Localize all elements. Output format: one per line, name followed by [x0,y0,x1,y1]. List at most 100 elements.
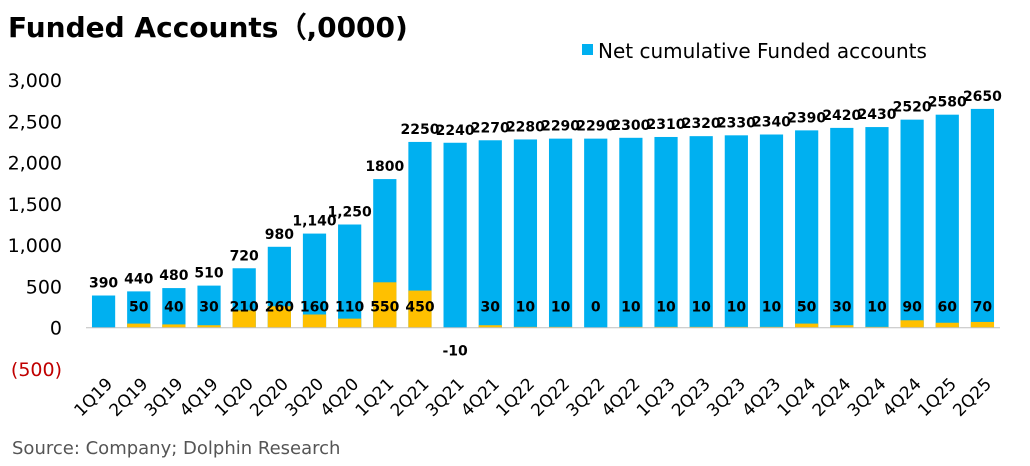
x-tick-label: 3Q22 [563,374,610,421]
data-label-net-add: 30 [199,300,219,316]
bar-cumulative [689,136,713,328]
data-label-cumulative: 2240 [436,123,475,139]
bar-net-add [830,325,854,328]
data-label-net-add: 550 [370,300,399,316]
x-tick-label: 1Q20 [211,374,258,421]
x-tick-label: 1Q22 [492,374,539,421]
bar-net-add [795,323,819,328]
data-label-net-add: 30 [832,300,852,316]
data-label-cumulative: 440 [124,271,153,287]
bar-cumulative [338,224,362,328]
data-label-net-add: 160 [300,300,329,316]
bar-cumulative [548,138,573,328]
labels-net-add: 50 40 30 210 260 160 110 550 450 -10 30 10 10 0 10 10 10… [129,300,992,360]
bar-net-add [302,314,327,328]
data-label-cumulative: 2420 [822,108,861,124]
data-label-cumulative: 1,250 [328,205,373,221]
y-tick-label: 1,000 [8,235,62,257]
bar-cumulative [197,285,221,328]
x-tick-label: 1Q25 [914,374,961,421]
x-tick-label: 2Q23 [668,374,715,421]
y-axis: 3,000 2,500 2,000 1,500 1,000 500 0 (500) [8,70,62,381]
x-tick-label: 3Q20 [281,374,328,421]
x-tick-label: 2Q21 [387,374,434,421]
bar-cumulative [865,127,889,328]
bar-cumulative [830,127,854,328]
x-axis: 1Q192Q193Q194Q191Q202Q203Q204Q201Q212Q21… [71,327,1000,421]
bar-cumulative [408,141,432,328]
x-tick-label: 4Q19 [176,374,223,421]
data-label-cumulative: 2580 [928,95,967,111]
bar-cumulative [970,108,995,328]
x-tick-label: 3Q21 [422,374,469,421]
data-label-cumulative: 720 [230,248,259,264]
data-label-net-add: 10 [867,300,887,316]
data-label-cumulative: 2650 [963,89,1002,105]
bars-cumulative [91,108,995,328]
data-label-cumulative: 2320 [682,116,721,132]
data-label-net-add: 10 [516,300,536,316]
legend: Net cumulative Funded accounts [582,39,927,63]
data-label-cumulative: 2290 [576,119,615,135]
data-label-net-add: 260 [265,300,294,316]
bar-cumulative [619,137,643,328]
data-label-cumulative: 2340 [752,114,791,130]
x-tick-label: 2Q25 [949,374,996,421]
data-label-cumulative: 2310 [647,117,686,133]
data-label-net-add: 10 [762,300,782,316]
data-label-cumulative: 2520 [893,100,932,116]
data-label-cumulative: 2280 [506,119,545,135]
data-label-net-add: 90 [902,300,922,316]
data-label-cumulative: 510 [194,266,223,282]
data-label-cumulative: 480 [159,268,188,284]
bar-net-add [162,324,186,328]
bar-cumulative [935,114,959,328]
x-tick-label: 4Q24 [879,374,926,421]
bar-cumulative [584,138,608,328]
x-tick-label: 4Q23 [738,374,785,421]
y-tick-label: 1,500 [8,194,62,216]
y-tick-label: 2,500 [8,111,62,133]
data-label-net-add: 10 [656,300,676,316]
bar-net-add [935,322,959,328]
x-tick-label: 3Q19 [141,374,188,421]
x-tick-label: 4Q21 [457,374,504,421]
x-tick-label: 2Q19 [106,374,153,421]
data-label-net-add: 0 [591,300,601,316]
data-label-net-add: 40 [164,300,184,316]
data-label-cumulative: 2330 [717,115,756,131]
bar-net-add [373,282,397,328]
data-label-net-add: 110 [335,300,364,316]
bar-net-add [970,321,995,328]
x-tick-label: 2Q22 [528,374,575,421]
bar-net-add [232,310,256,328]
bar-net-add [408,290,432,328]
bar-cumulative [443,142,467,328]
data-label-net-add: 10 [621,300,641,316]
data-label-net-add: 60 [938,300,958,316]
data-label-net-add: 210 [230,300,259,316]
data-label-cumulative: 2270 [471,120,510,136]
data-label-net-add: 10 [551,300,571,316]
x-tick-label: 1Q21 [352,374,399,421]
data-label-net-add: 10 [727,300,747,316]
data-label-net-add: 10 [691,300,711,316]
data-label-cumulative: 2250 [400,122,439,138]
x-tick-label: 1Q24 [774,374,821,421]
bar-cumulative [795,130,819,328]
y-tick-label: 500 [26,276,62,298]
bar-cumulative [91,295,116,328]
data-label-cumulative: 980 [265,227,294,243]
y-tick-label: 3,000 [8,70,62,92]
x-tick-label: 1Q19 [71,374,118,421]
bar-cumulative [162,288,186,328]
source-note: Source: Company; Dolphin Research [12,438,341,459]
bar-cumulative [302,233,327,328]
y-tick-label: 0 [50,318,62,340]
bar-cumulative [900,119,924,328]
data-label-cumulative: 1800 [365,159,404,175]
data-label-cumulative: 390 [89,276,118,292]
